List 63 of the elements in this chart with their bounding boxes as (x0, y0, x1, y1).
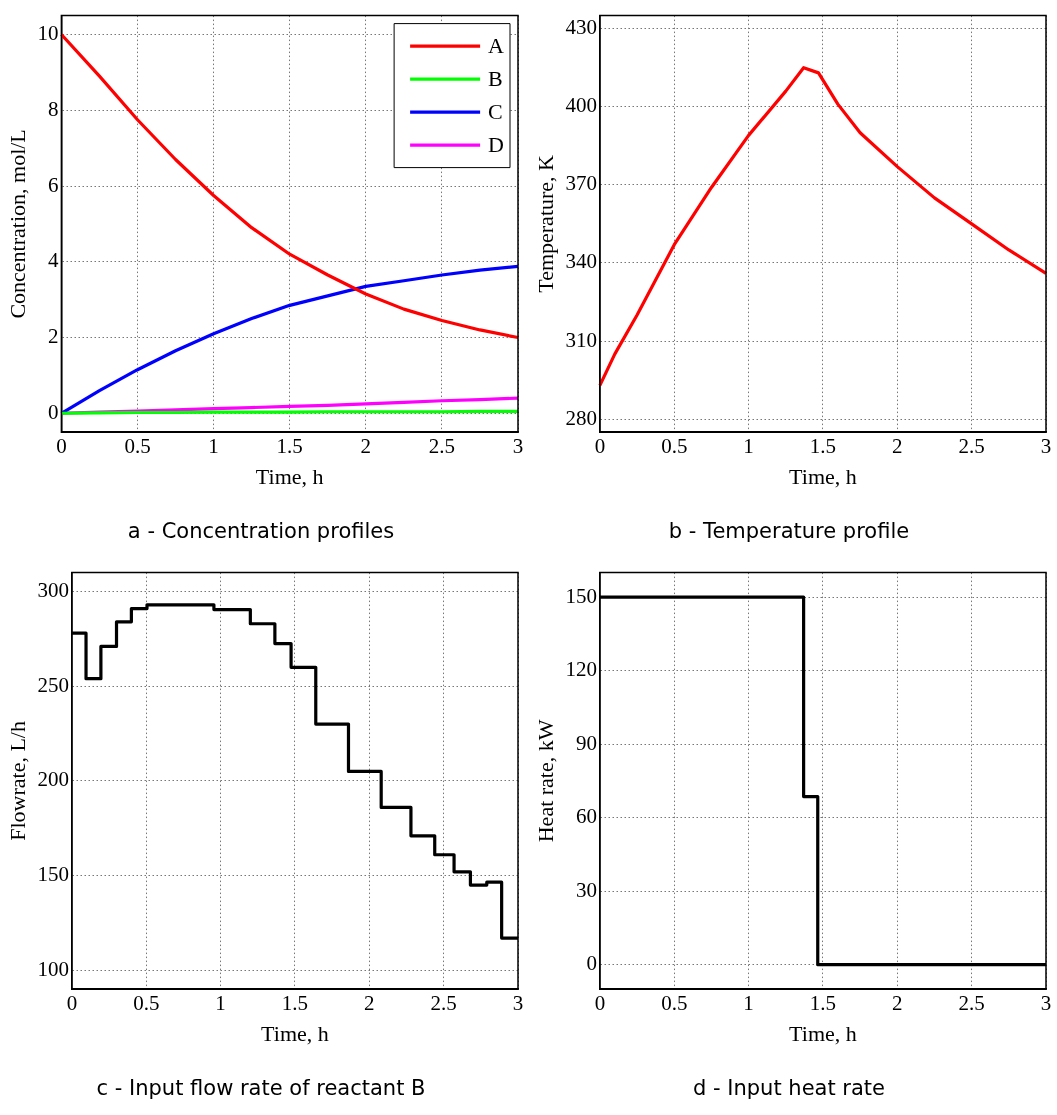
x-axis-title: Time, h (261, 1021, 329, 1047)
x-tick-label: 3 (1040, 434, 1052, 459)
text: b - Temperature profile (668, 518, 910, 543)
x-tick-label: 2 (360, 434, 372, 459)
y-tick-label: 120 (565, 657, 597, 682)
y-tick-label: 300 (37, 578, 69, 603)
y-tick-label: 250 (37, 672, 69, 697)
text: c - Input flow rate of reactant B (96, 1075, 426, 1100)
x-tick-label: 1.5 (809, 434, 837, 459)
y-tick-label: 8 (47, 96, 59, 121)
y-tick-label: 60 (575, 804, 597, 829)
y-tick-label: 0 (586, 951, 597, 976)
y-tick-label: 310 (565, 327, 597, 352)
x-tick-label: 2.5 (430, 991, 457, 1016)
y-tick-label: 6 (47, 172, 59, 197)
y-tick-label: 30 (575, 877, 597, 902)
x-tick-label: 1 (743, 434, 754, 459)
x-tick-label: 1.5 (281, 991, 309, 1016)
y-tick-label: 150 (37, 862, 69, 887)
y-tick-label: 150 (565, 583, 597, 608)
x-tick-label: 2 (892, 991, 903, 1016)
x-axis-title: Time, h (789, 1021, 857, 1047)
x-tick-label: 1.5 (276, 434, 303, 459)
y-tick-label: 340 (565, 249, 597, 274)
y-axis-title: Temperature, K (532, 154, 558, 293)
x-tick-label: 0.5 (661, 991, 688, 1016)
y-tick-label: 280 (565, 405, 597, 430)
x-tick-label: 3 (512, 991, 524, 1016)
legend-label: B (488, 65, 503, 91)
x-tick-label: 2.5 (428, 434, 456, 459)
legend-label: D (488, 131, 504, 157)
x-tick-label: 0.5 (661, 434, 688, 459)
y-tick-label: 430 (565, 15, 597, 40)
y-tick-label: 0 (47, 399, 59, 424)
x-tick-label: 0.5 (124, 434, 151, 459)
text: a - Concentration profiles (127, 518, 395, 543)
y-tick-label: 90 (575, 730, 597, 755)
y-tick-label: 200 (37, 767, 69, 792)
x-axis-title: Time, h (789, 464, 857, 490)
y-axis-title: Heat rate, kW (532, 719, 558, 843)
y-axis-title: Concentration, mol/L (4, 129, 30, 319)
y-axis-title: Flowrate, L/h (4, 721, 30, 841)
x-tick-label: 1 (215, 991, 226, 1016)
y-tick-label: 2 (47, 324, 59, 349)
x-axis-title: Time, h (255, 464, 324, 490)
x-tick-label: 1.5 (809, 991, 837, 1016)
x-tick-label: 0.5 (133, 991, 160, 1016)
x-tick-label: 2.5 (958, 434, 985, 459)
legend-label: C (488, 98, 503, 124)
x-tick-label: 3 (1040, 991, 1052, 1016)
y-tick-label: 400 (565, 93, 597, 118)
y-tick-label: 370 (565, 171, 597, 196)
y-tick-label: 100 (37, 956, 69, 981)
x-tick-label: 1 (743, 991, 754, 1016)
y-tick-label: 10 (37, 21, 59, 46)
x-tick-label: 2.5 (958, 991, 985, 1016)
text: d - Input heat rate (693, 1075, 885, 1100)
x-tick-label: 1 (208, 434, 219, 459)
legend-label: A (488, 32, 505, 58)
x-tick-label: 2 (892, 434, 903, 459)
x-tick-label: 2 (364, 991, 375, 1016)
y-tick-label: 4 (47, 248, 59, 273)
x-tick-label: 3 (512, 434, 524, 459)
